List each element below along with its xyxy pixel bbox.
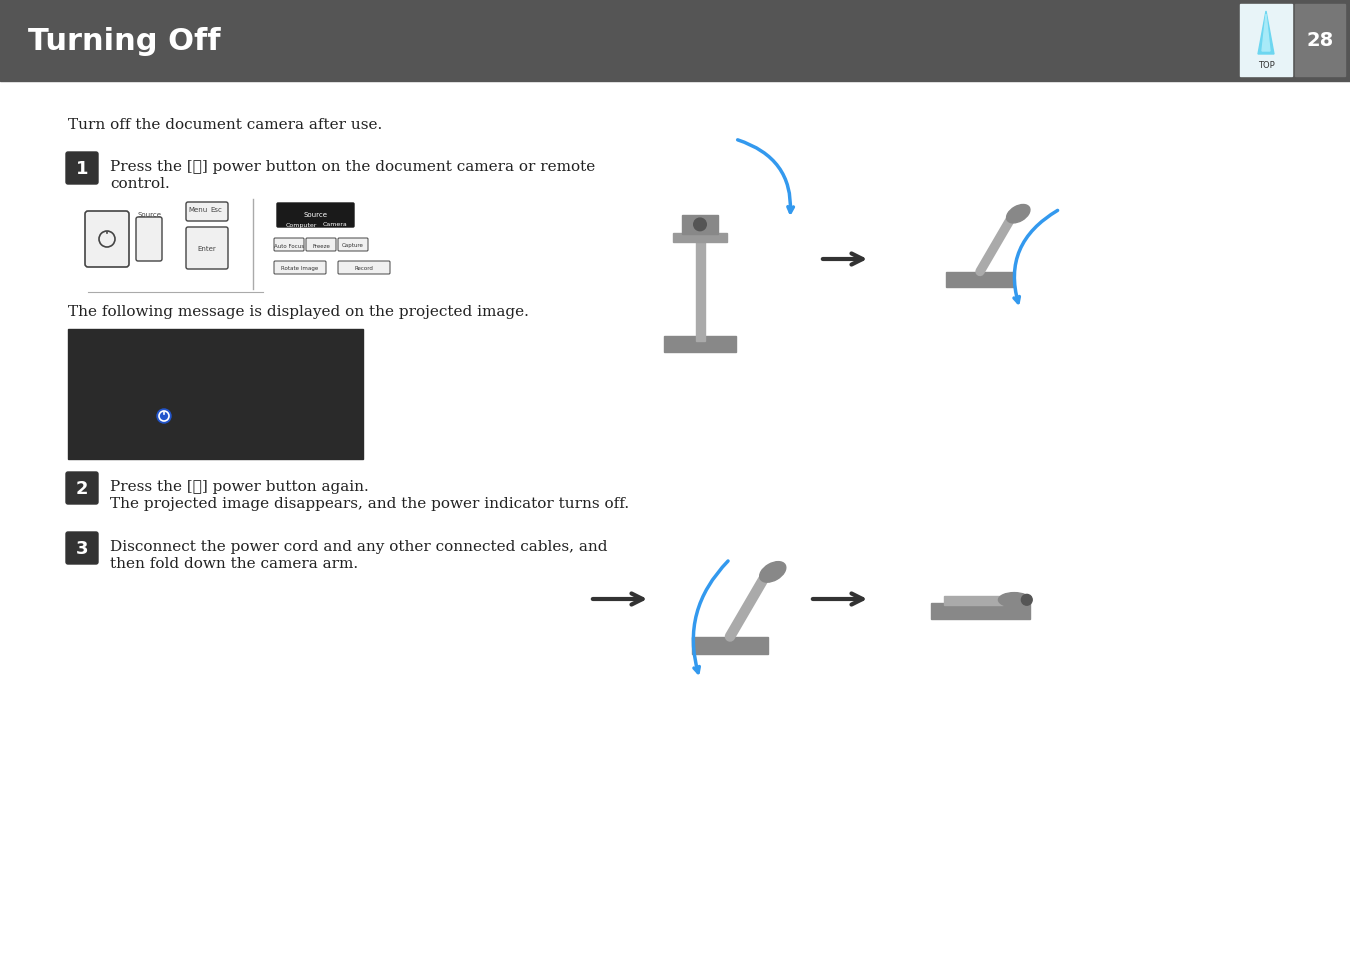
FancyBboxPatch shape xyxy=(66,533,99,564)
Text: Auto Focus: Auto Focus xyxy=(274,243,304,248)
Text: Source: Source xyxy=(136,212,161,218)
Text: TOP: TOP xyxy=(1258,61,1274,71)
Bar xyxy=(1241,5,1292,77)
FancyBboxPatch shape xyxy=(136,218,162,262)
FancyBboxPatch shape xyxy=(277,204,354,228)
Text: Menu: Menu xyxy=(189,207,208,213)
Text: 2: 2 xyxy=(76,479,88,497)
Text: then fold down the camera arm.: then fold down the camera arm. xyxy=(109,557,358,571)
Text: Capture: Capture xyxy=(342,243,365,248)
Bar xyxy=(930,603,1030,619)
Text: button: button xyxy=(171,410,223,423)
Ellipse shape xyxy=(999,593,1030,607)
FancyBboxPatch shape xyxy=(338,262,390,274)
Bar xyxy=(0,0,1350,82)
Text: camera?: camera? xyxy=(86,375,146,390)
Text: 28: 28 xyxy=(1307,31,1334,51)
Polygon shape xyxy=(1258,12,1274,55)
Text: Record: Record xyxy=(355,266,374,272)
Circle shape xyxy=(694,219,706,232)
Bar xyxy=(68,330,363,459)
Ellipse shape xyxy=(1007,205,1030,224)
Text: Rotate Image: Rotate Image xyxy=(281,266,319,272)
Bar xyxy=(1295,5,1345,77)
Text: Press the [⏻] power button again.: Press the [⏻] power button again. xyxy=(109,479,369,494)
FancyBboxPatch shape xyxy=(66,152,99,185)
Bar xyxy=(674,233,728,242)
Text: Turn off the document camera after use.: Turn off the document camera after use. xyxy=(68,118,382,132)
Text: Freeze: Freeze xyxy=(312,243,329,248)
FancyBboxPatch shape xyxy=(274,239,304,252)
Bar xyxy=(944,597,1003,605)
FancyBboxPatch shape xyxy=(85,212,130,268)
Text: Turning Off: Turning Off xyxy=(28,27,220,55)
Bar xyxy=(946,273,1014,288)
Circle shape xyxy=(157,410,171,423)
Text: control.: control. xyxy=(109,177,170,191)
Text: The projected image disappears, and the power indicator turns off.: The projected image disappears, and the … xyxy=(109,497,629,511)
Polygon shape xyxy=(1262,15,1270,52)
FancyBboxPatch shape xyxy=(338,239,369,252)
Text: Disconnect the power cord and any other connected cables, and: Disconnect the power cord and any other … xyxy=(109,539,608,554)
Text: Esc: Esc xyxy=(211,207,221,213)
FancyBboxPatch shape xyxy=(186,203,228,222)
Text: Camera: Camera xyxy=(323,222,347,227)
Circle shape xyxy=(1022,595,1033,605)
Text: No : Press any other button: No : Press any other button xyxy=(86,426,281,439)
Text: Enter: Enter xyxy=(197,246,216,252)
FancyBboxPatch shape xyxy=(66,473,99,504)
Text: The following message is displayed on the projected image.: The following message is displayed on th… xyxy=(68,305,529,318)
Text: Yes: Press: Yes: Press xyxy=(86,410,161,423)
Text: Source: Source xyxy=(302,212,327,218)
Bar xyxy=(693,637,768,654)
Bar xyxy=(695,237,705,341)
Bar xyxy=(664,336,736,353)
Text: 3: 3 xyxy=(76,539,88,558)
Text: Computer: Computer xyxy=(285,222,317,227)
Ellipse shape xyxy=(760,562,786,582)
Text: 1: 1 xyxy=(76,160,88,178)
FancyBboxPatch shape xyxy=(306,239,336,252)
Bar xyxy=(682,215,718,235)
Text: Do you want to turn off the document: Do you want to turn off the document xyxy=(86,359,352,374)
Text: Press the [⏻] power button on the document camera or remote: Press the [⏻] power button on the docume… xyxy=(109,160,595,173)
FancyBboxPatch shape xyxy=(186,228,228,270)
FancyBboxPatch shape xyxy=(274,262,325,274)
